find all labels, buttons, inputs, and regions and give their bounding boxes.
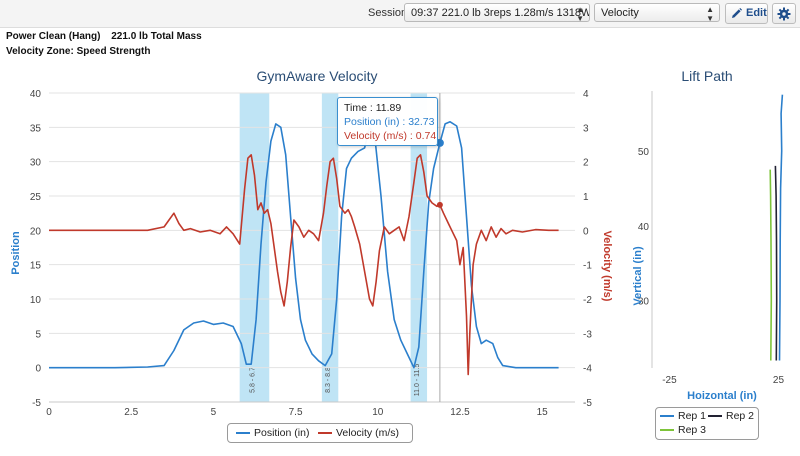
legend-item-rep1[interactable]: Rep 1	[660, 410, 706, 422]
y-tick-label-right: -5	[583, 398, 592, 409]
tooltip-velocity: Velocity (m/s) : 0.74	[344, 130, 437, 142]
chart-tooltip: Time : 11.89 Position (in) : 32.73 Veloc…	[337, 97, 438, 146]
legend-item-rep3[interactable]: Rep 3	[660, 424, 706, 436]
y-tick-label-right: 1	[583, 192, 589, 203]
y-tick-label: 15	[30, 261, 42, 272]
gear-icon	[777, 7, 791, 21]
rep-1-path	[778, 94, 784, 361]
lift-path-legend: Rep 1 Rep 2 Rep 3	[655, 407, 759, 440]
legend-item-position[interactable]: Position (in)	[236, 427, 309, 439]
lift-path-chart: Lift Path 30 40 50 -25 25 Vertical (in) Hoiz…	[632, 68, 785, 402]
x-tick-label: 25	[773, 375, 785, 386]
y-tick-label: 10	[30, 295, 42, 306]
legend-swatch	[318, 432, 332, 434]
y-axis-label-right: Velocity (m/s)	[601, 231, 613, 302]
y-tick-label-right: -2	[583, 295, 592, 306]
x-tick-label: 2.5	[124, 407, 138, 418]
y-tick-label: 30	[30, 158, 42, 169]
rep-band-label: 8.3 - 8.8	[325, 367, 332, 393]
x-tick-label: 5	[211, 407, 217, 418]
legend-swatch	[236, 432, 250, 434]
edit-button[interactable]: Edit	[725, 3, 768, 24]
rep-band-label: 5.8 - 6.7	[249, 367, 256, 393]
y-tick-label: 0	[35, 364, 41, 375]
legend-label: Rep 3	[678, 424, 707, 436]
session-select[interactable]: 09:37 221.0 lb 3reps 1.28m/s 1318W ▲ ▼	[404, 3, 590, 22]
y-tick-label: 25	[30, 192, 42, 203]
metric-select-value: Velocity	[601, 7, 639, 19]
x-tick-label: 10	[372, 407, 384, 418]
tooltip-time: Time : 11.89	[344, 102, 402, 114]
session-select-value: 09:37 221.0 lb 3reps 1.28m/s 1318W	[411, 7, 590, 19]
rep-2-path	[774, 165, 778, 361]
y-tick-label-right: -3	[583, 329, 592, 340]
chart-legend: Position (in) Velocity (m/s)	[227, 423, 413, 443]
y-tick-label-right: 3	[583, 123, 589, 134]
y-tick-label-right: 4	[583, 89, 589, 100]
velocity-marker	[436, 201, 443, 208]
toolbar: Session 09:37 221.0 lb 3reps 1.28m/s 131…	[0, 0, 800, 28]
y-tick-label: 40	[30, 89, 42, 100]
velocity-series-line	[49, 154, 559, 376]
metric-select[interactable]: Velocity ▲ ▼	[594, 3, 720, 22]
legend-label: Rep 1	[678, 410, 707, 422]
y-tick-label-right: -4	[583, 364, 592, 375]
legend-swatch	[660, 429, 674, 431]
position-series-line	[49, 121, 559, 369]
select-arrows-icon: ▲ ▼	[576, 4, 584, 22]
y-tick-label: 50	[638, 147, 650, 158]
chart-title: GymAware Velocity	[256, 68, 377, 84]
x-tick-label: 7.5	[289, 407, 303, 418]
session-label: Session	[368, 7, 408, 19]
legend-swatch	[660, 415, 674, 417]
x-tick-label: 15	[537, 407, 549, 418]
exercise-info: Power Clean (Hang) 221.0 lb Total Mass	[6, 31, 202, 42]
pencil-icon	[732, 8, 742, 18]
lift-path-ylabel: Vertical (in)	[632, 246, 644, 306]
legend-label: Rep 2	[726, 410, 755, 422]
legend-label: Position (in)	[254, 427, 310, 439]
legend-swatch	[708, 415, 722, 417]
velocity-zone: Velocity Zone: Speed Strength	[6, 46, 151, 57]
y-tick-label: 40	[638, 222, 650, 233]
rep-band-label: 11.0 - 11.5	[414, 364, 421, 397]
y-tick-label: 20	[30, 226, 42, 237]
settings-button[interactable]	[772, 3, 796, 24]
rep-band-1	[239, 93, 270, 402]
legend-label: Velocity (m/s)	[336, 427, 400, 439]
x-tick-label: -25	[662, 375, 677, 386]
x-tick-label: 0	[46, 407, 52, 418]
legend-item-rep2[interactable]: Rep 2	[708, 410, 754, 422]
tooltip-position: Position (in) : 32.73	[344, 116, 435, 128]
select-arrows-icon: ▲ ▼	[706, 4, 714, 22]
lift-path-xlabel: Hoizontal (in)	[687, 390, 757, 402]
y-axis-label-left: Position	[10, 231, 22, 275]
y-tick-label-right: -1	[583, 261, 592, 272]
y-tick-label-right: 2	[583, 158, 589, 169]
y-tick-label-right: 0	[583, 226, 589, 237]
legend-item-velocity[interactable]: Velocity (m/s)	[318, 427, 399, 439]
y-tick-label: 5	[35, 329, 41, 340]
total-mass: 221.0 lb Total Mass	[111, 31, 202, 42]
y-tick-label: -5	[32, 398, 41, 409]
y-tick-label: 35	[30, 123, 42, 134]
y-tick-label: 30	[638, 297, 650, 308]
x-tick-label: 12.5	[450, 407, 470, 418]
exercise-name: Power Clean (Hang)	[6, 31, 101, 42]
velocity-chart: GymAware Velocity 5.8 - 6.7 8.3 - 8.8 11.0…	[10, 68, 613, 418]
edit-button-label: Edit	[746, 7, 767, 19]
lift-path-title: Lift Path	[681, 68, 732, 84]
rep-3-path	[769, 169, 773, 361]
